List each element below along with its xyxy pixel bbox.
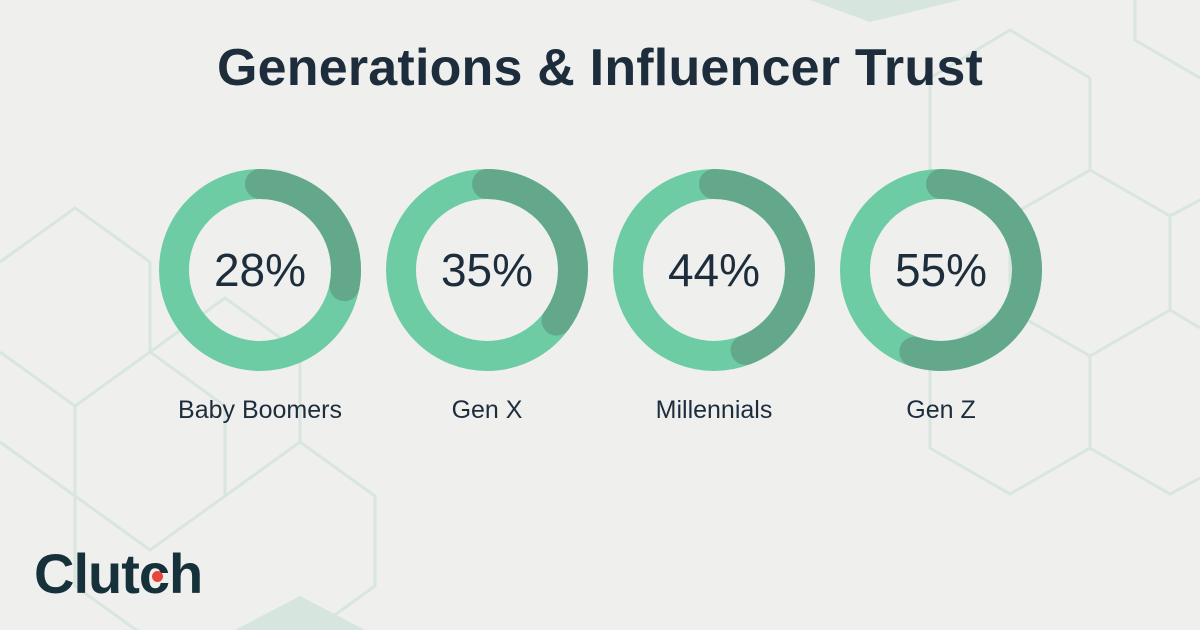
donut-value-label-2: 44% <box>668 244 760 296</box>
donut-value-arc-3 <box>840 169 1042 371</box>
donut-value-label-1: 35% <box>441 244 533 296</box>
donut-value-arc-2 <box>613 169 815 371</box>
logo-red-dot <box>151 570 163 582</box>
donut-value-arc-1 <box>386 169 588 371</box>
donut-value-label-0: 28% <box>214 244 306 296</box>
logo-text-end: h <box>169 541 203 605</box>
donut-category-label-0: Baby Boomers <box>178 396 342 424</box>
donut-category-label-3: Gen Z <box>906 396 975 424</box>
donut-category-label-2: Millennials <box>656 396 773 424</box>
logo-text-start: Clut <box>34 541 140 605</box>
chart-title: Generations & Influencer Trust <box>217 39 983 97</box>
logo-dot-letter: c <box>139 541 170 606</box>
donut-category-label-1: Gen X <box>452 396 523 424</box>
clutch-logo: Clutch <box>34 538 203 608</box>
donut-value-label-3: 55% <box>895 244 987 296</box>
donut-value-arc-0 <box>159 169 361 371</box>
